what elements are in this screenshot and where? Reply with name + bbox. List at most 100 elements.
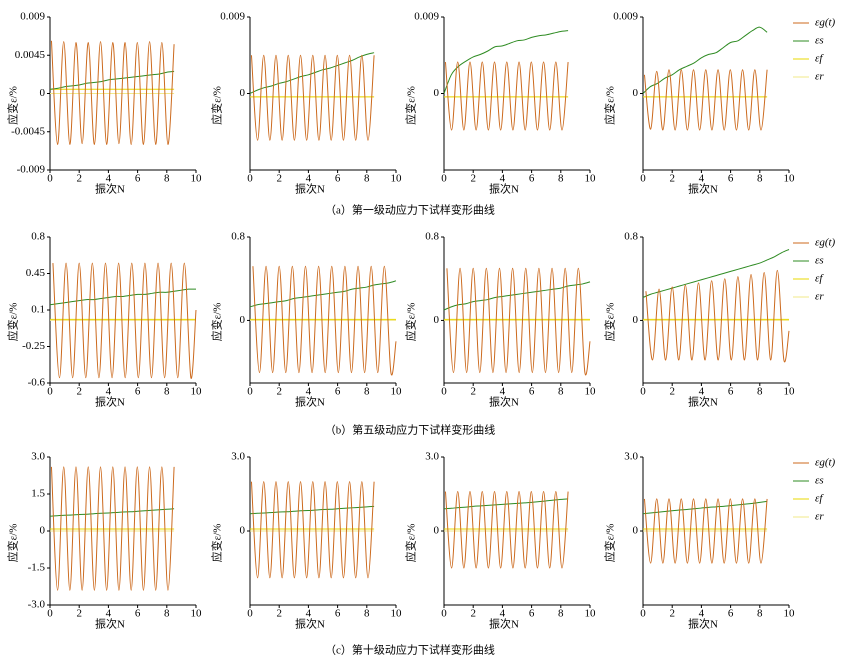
y-tick-label: 0.0045	[15, 49, 46, 61]
series-line	[49, 288, 197, 306]
x-tick-label: 6	[135, 173, 141, 185]
x-tick-label: 8	[757, 173, 763, 185]
x-tick-label: 0	[441, 608, 447, 620]
x-tick-label: 2	[76, 386, 82, 398]
legend-label: εs	[815, 255, 824, 267]
y-tick-label: 0.8	[425, 231, 439, 243]
x-tick-label: 4	[306, 386, 312, 398]
x-tick-label: 8	[164, 608, 170, 620]
x-tick-label: 10	[784, 386, 796, 398]
x-axis-label: 振次N	[95, 182, 125, 196]
y-axis-label: 应变ε/%	[404, 524, 418, 563]
x-tick-label: 8	[558, 173, 564, 185]
x-tick-label: 10	[784, 608, 796, 620]
y-tick-label: 1.5	[31, 488, 45, 500]
series-line	[49, 508, 175, 517]
y-axis-label: 应变ε/%	[603, 524, 617, 563]
x-tick-label: 6	[529, 386, 535, 398]
x-tick-label: 10	[391, 173, 403, 185]
y-tick-label: 0.009	[20, 11, 45, 23]
x-tick-label: 2	[669, 386, 675, 398]
x-tick-label: 0	[247, 386, 253, 398]
x-tick-label: 0	[247, 173, 253, 185]
series-line	[444, 61, 569, 131]
x-tick-label: 6	[529, 173, 535, 185]
series-line	[250, 54, 375, 141]
y-tick-label: 0	[434, 87, 440, 99]
series-line	[645, 269, 790, 363]
x-tick-label: 4	[306, 173, 312, 185]
x-tick-label: 0	[640, 386, 646, 398]
series-line	[443, 281, 591, 311]
x-tick-label: 10	[784, 173, 796, 185]
x-tick-label: 8	[364, 173, 370, 185]
y-axis-label: 应变ε/%	[603, 303, 617, 342]
y-axis-label: 应变ε/%	[603, 86, 617, 125]
series-line	[249, 280, 397, 308]
series-line	[444, 491, 569, 569]
x-tick-label: 6	[135, 386, 141, 398]
x-axis-label: 振次N	[489, 395, 519, 409]
y-tick-label: 0	[434, 525, 440, 537]
y-tick-label: 0.8	[31, 231, 45, 243]
x-tick-label: 6	[335, 608, 341, 620]
x-tick-label: 8	[757, 608, 763, 620]
x-tick-label: 4	[699, 173, 705, 185]
y-tick-label: 0.1	[31, 304, 45, 316]
x-tick-label: 6	[728, 608, 734, 620]
caption: （b）第五级动应力下试样变形曲线	[325, 423, 496, 437]
legend-label: εs	[815, 35, 824, 47]
series-line	[446, 267, 591, 376]
series-line	[249, 52, 375, 94]
x-tick-label: 10	[191, 173, 203, 185]
y-tick-label: -3.0	[28, 599, 46, 611]
x-tick-label: 8	[364, 608, 370, 620]
x-tick-label: 4	[500, 608, 506, 620]
x-tick-label: 0	[441, 173, 447, 185]
y-tick-label: 0	[40, 525, 46, 537]
x-tick-label: 2	[669, 173, 675, 185]
y-tick-label: 0	[633, 87, 639, 99]
y-tick-label: 0.8	[624, 231, 638, 243]
series-line	[642, 500, 768, 515]
y-tick-label: 3.0	[624, 451, 638, 463]
x-axis-label: 振次N	[688, 395, 718, 409]
y-axis-label: 应变ε/%	[6, 303, 20, 342]
legend-label: εg(t)	[815, 457, 836, 469]
y-tick-label: -0.25	[22, 340, 45, 352]
x-tick-label: 4	[106, 608, 112, 620]
legend-label: εf	[815, 273, 824, 285]
x-tick-label: 2	[470, 173, 476, 185]
x-tick-label: 8	[757, 386, 763, 398]
y-axis-label: 应变ε/%	[404, 86, 418, 125]
x-tick-label: 4	[699, 386, 705, 398]
x-tick-label: 2	[276, 173, 282, 185]
x-tick-label: 4	[106, 386, 112, 398]
x-tick-label: 2	[276, 608, 282, 620]
x-tick-label: 2	[76, 608, 82, 620]
y-tick-label: -0.009	[17, 164, 46, 176]
y-axis-label: 应变ε/%	[210, 86, 224, 125]
x-tick-label: 0	[640, 173, 646, 185]
x-tick-label: 4	[699, 608, 705, 620]
x-tick-label: 10	[585, 608, 597, 620]
x-tick-label: 6	[728, 173, 734, 185]
x-axis-label: 振次N	[95, 617, 125, 631]
x-axis-label: 振次N	[489, 617, 519, 631]
y-tick-label: 3.0	[425, 451, 439, 463]
y-tick-label: 0.009	[220, 11, 245, 23]
y-tick-label: 0.45	[26, 267, 46, 279]
series-line	[250, 481, 375, 579]
x-tick-label: 10	[585, 173, 597, 185]
x-tick-label: 0	[47, 608, 53, 620]
y-tick-label: 0	[240, 314, 246, 326]
x-tick-label: 8	[164, 386, 170, 398]
y-tick-label: -1.5	[28, 562, 46, 574]
y-tick-label: 3.0	[31, 451, 45, 463]
y-axis-label: 应变ε/%	[210, 524, 224, 563]
x-tick-label: 8	[364, 386, 370, 398]
series-line	[642, 249, 790, 298]
x-tick-label: 2	[276, 386, 282, 398]
x-tick-label: 10	[391, 386, 403, 398]
